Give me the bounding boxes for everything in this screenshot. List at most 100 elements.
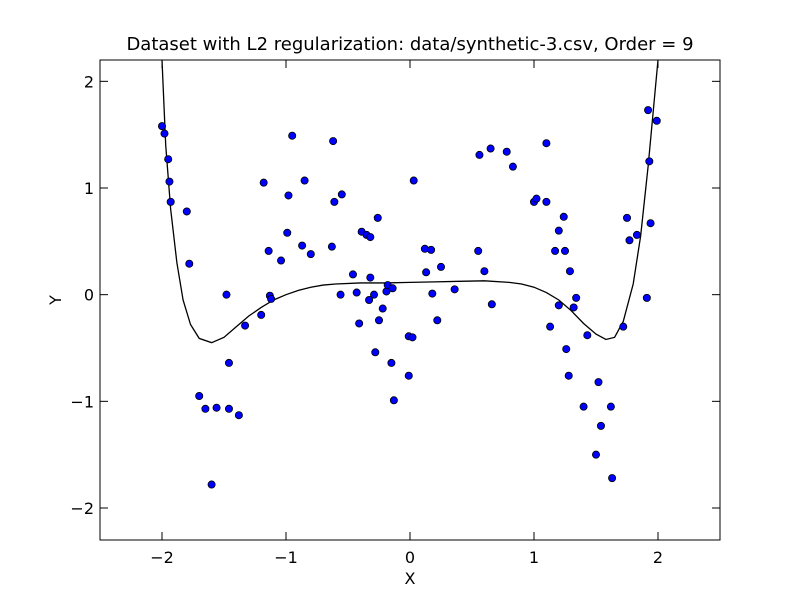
data-point <box>207 480 216 489</box>
data-point <box>267 294 276 303</box>
data-point <box>234 411 243 420</box>
data-point <box>450 285 459 294</box>
data-point <box>264 246 273 255</box>
data-point <box>389 396 398 405</box>
data-point <box>594 378 603 387</box>
data-point <box>433 316 442 325</box>
data-point <box>475 150 484 159</box>
data-point <box>561 246 570 255</box>
data-point <box>542 139 551 148</box>
data-point <box>224 404 233 413</box>
data-points <box>157 106 661 489</box>
data-point <box>596 421 605 430</box>
data-point <box>542 197 551 206</box>
data-point <box>165 177 174 186</box>
data-point <box>306 250 315 259</box>
axis-tick-labels: −2 −1 0 1 2 −2 −1 0 1 2 <box>70 72 663 567</box>
data-point <box>327 242 336 251</box>
data-point <box>366 233 375 242</box>
y-tick-label: −2 <box>70 499 94 518</box>
data-point <box>532 194 541 203</box>
data-point <box>222 290 231 299</box>
data-point <box>212 403 221 412</box>
data-point <box>259 178 268 187</box>
data-point <box>300 176 309 185</box>
x-tick-label: −2 <box>150 548 174 567</box>
data-point <box>551 246 560 255</box>
data-point <box>373 213 382 222</box>
data-point <box>374 316 383 325</box>
data-point <box>428 289 437 298</box>
data-point <box>474 246 483 255</box>
data-point <box>572 293 581 302</box>
data-point <box>241 321 250 330</box>
data-point <box>502 147 511 156</box>
x-tick-label: 0 <box>405 548 415 567</box>
y-tick-label: 0 <box>84 286 94 305</box>
y-tick-label: 1 <box>84 179 94 198</box>
data-point <box>408 333 417 342</box>
data-point <box>562 345 571 354</box>
data-point <box>623 213 632 222</box>
data-point <box>284 191 293 200</box>
data-point <box>355 319 364 328</box>
data-point <box>387 358 396 367</box>
data-point <box>224 358 233 367</box>
data-point <box>371 348 380 357</box>
data-point <box>298 241 307 250</box>
data-point <box>160 129 169 138</box>
data-point <box>330 197 339 206</box>
x-tick-label: 2 <box>653 548 663 567</box>
data-point <box>283 228 292 237</box>
data-point <box>329 137 338 146</box>
x-tick-label: −1 <box>274 548 298 567</box>
data-point <box>554 226 563 235</box>
data-point <box>559 212 568 221</box>
data-point <box>378 304 387 313</box>
data-point <box>569 303 578 312</box>
data-point <box>625 236 634 245</box>
data-point <box>583 331 592 340</box>
data-point <box>652 116 661 125</box>
data-point <box>409 176 418 185</box>
data-point <box>164 155 173 164</box>
y-tick-label: −1 <box>70 392 94 411</box>
data-point <box>608 474 617 483</box>
data-point <box>348 270 357 279</box>
data-point <box>554 301 563 310</box>
y-axis-label: Y <box>46 295 65 306</box>
data-point <box>388 284 397 293</box>
data-point <box>642 293 651 302</box>
data-point <box>157 122 166 131</box>
data-point <box>257 310 266 319</box>
data-point <box>508 162 517 171</box>
plot-frame <box>99 59 721 541</box>
chart-title: Dataset with L2 regularization: data/syn… <box>126 34 693 55</box>
data-point <box>201 404 210 413</box>
y-tick-label: 2 <box>84 72 94 91</box>
data-point <box>436 262 445 271</box>
data-point <box>404 371 413 380</box>
data-point <box>366 273 375 282</box>
data-point <box>564 371 573 380</box>
data-point <box>337 190 346 199</box>
data-point <box>632 230 641 239</box>
data-point <box>480 267 489 276</box>
data-point <box>352 288 361 297</box>
data-point <box>606 402 615 411</box>
x-axis-label: X <box>405 569 416 588</box>
data-point <box>195 391 204 400</box>
data-point <box>646 219 655 228</box>
data-point <box>579 402 588 411</box>
data-point <box>288 131 297 140</box>
data-point <box>487 300 496 309</box>
data-point <box>592 450 601 459</box>
data-point <box>427 245 436 254</box>
data-point <box>619 322 628 331</box>
data-point <box>182 207 191 216</box>
data-point <box>185 259 194 268</box>
data-point <box>645 157 654 166</box>
fit-curve-line <box>161 60 659 344</box>
data-point <box>486 144 495 153</box>
